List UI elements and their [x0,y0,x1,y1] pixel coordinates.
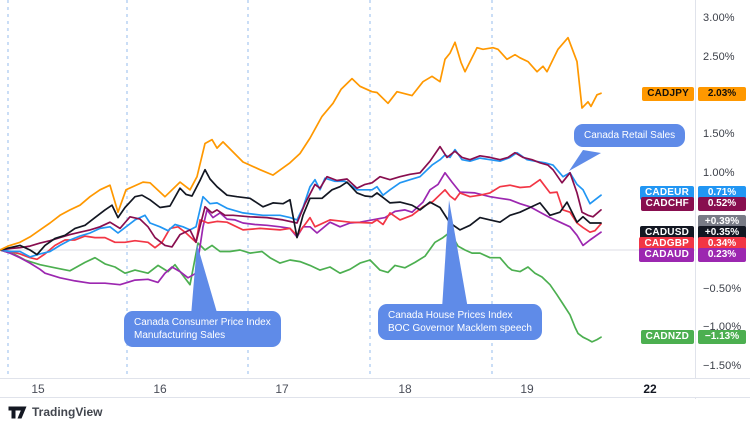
callout-text-line: Canada House Prices Index [388,310,513,321]
callout-tail [569,150,601,171]
symbol-name-badge-cadchf: CADCHF [640,197,694,211]
series-line-cadaud [0,171,602,286]
callout-note[interactable]: Canada House Prices Index BOC Governor Ma… [378,304,542,340]
series-line-cadjpy [0,36,602,251]
series-line-cadnzd [0,231,602,343]
y-axis-tick-label: 1.00% [703,166,735,179]
symbol-name-badge-cadnzd: CADNZD [640,330,694,344]
tradingview-logo-mark [8,406,27,419]
series-line-cadusd [0,168,602,256]
callout-text-line: Canada Retail Sales [584,130,676,141]
tradingview-logo[interactable]: TradingView [8,405,102,419]
x-axis-date-label: 17 [275,382,289,396]
symbol-name-badge-cadgbp: CADGBP [639,237,694,251]
callout-note[interactable]: Canada Retail Sales [574,124,686,147]
callout-text-line: BOC Governor Macklem speech [388,323,532,334]
price-value-badge: 0.71% [698,186,746,200]
y-axis-tick-label: 3.00% [703,12,735,25]
price-value-badge: −1.13% [698,330,746,344]
series-line-cadchf [0,145,602,251]
price-value-badge: 0.23% [698,248,746,262]
series-line-cadgbp [0,178,602,261]
symbol-name-badge-cadusd: CADUSD [640,226,694,240]
x-axis-date-label: 15 [31,382,45,396]
chart-canvas [0,0,695,378]
price-value-badge: +0.39% [698,215,746,229]
price-value-badge: +0.35% [698,226,746,240]
callout-tail [442,200,468,309]
x-axis-date-label: 22 [643,382,657,396]
series-line-cadeur [0,148,602,258]
y-axis-tick-label: −1.50% [703,359,742,372]
y-axis-tick-label: 1.50% [703,128,735,141]
x-axis-date-label: 18 [398,382,412,396]
x-axis-date-label: 16 [153,382,167,396]
time-axis-scale[interactable]: 15 16 17 18 19 22 [0,378,750,398]
callout-text-line: Canada Consumer Price Index [134,317,271,328]
price-value-badge: 0.34% [698,237,746,251]
tradingview-logo-text: TradingView [32,405,103,419]
y-axis-tick-label: −0.50% [703,282,742,295]
price-value-badge: 2.03% [698,87,746,101]
symbol-name-badge-cadjpy: CADJPY [642,87,694,101]
x-axis-date-label: 19 [520,382,534,396]
callout-text-line: Manufacturing Sales [134,330,226,341]
chart-plot-area[interactable] [0,0,695,378]
price-axis-scale[interactable]: 3.00% 2.50% 1.50% 1.00% −0.50% −1.00% −1.50% 2.… [695,0,750,399]
callout-note[interactable]: Canada Consumer Price Index Manufacturing… [124,311,281,347]
symbol-name-badge-cadaud: CADAUD [639,248,694,262]
callout-tail [191,244,218,316]
symbol-name-badge-cadeur: CADEUR [640,186,694,200]
price-value-badge: 0.52% [698,197,746,211]
y-axis-tick-label: 2.50% [703,51,735,63]
